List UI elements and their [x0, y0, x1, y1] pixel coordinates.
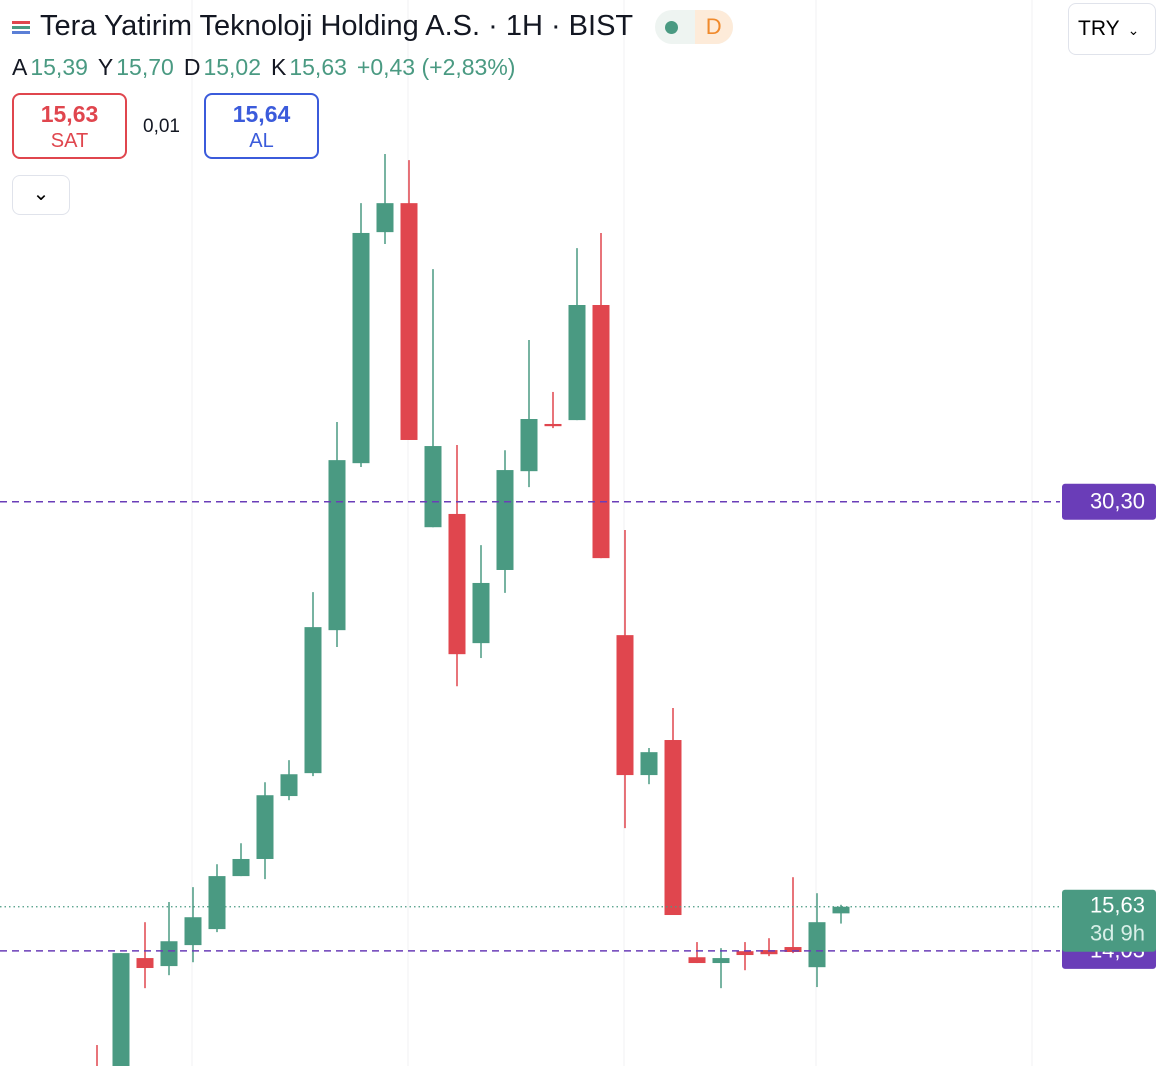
time-grid — [191, 0, 1033, 1066]
candle-body — [400, 203, 418, 440]
collapse-button[interactable]: ⌄ — [12, 175, 70, 215]
candle-body — [520, 419, 538, 472]
candle-body — [424, 446, 442, 528]
symbol-icon — [12, 19, 30, 36]
candle-body — [376, 203, 394, 233]
ohlc-key: K — [271, 54, 287, 80]
candle-body — [448, 513, 466, 655]
candle-body — [736, 951, 754, 956]
last-price-tag — [1062, 889, 1156, 952]
title-row: Tera Yatirim Teknoloji Holding A.S. · 1H… — [12, 10, 733, 45]
price-tag-label: 30,30 — [1090, 489, 1145, 514]
candle-body — [136, 958, 154, 969]
buy-button[interactable]: 15,64 AL — [204, 93, 319, 159]
last-price-label: 15,63 — [1090, 893, 1145, 918]
candle-body — [640, 752, 658, 776]
candle-body — [112, 953, 130, 1066]
candle-body — [688, 957, 706, 964]
title: Tera Yatirim Teknoloji Holding A.S. · 1H… — [40, 10, 633, 42]
candle-body — [808, 922, 826, 968]
candle-body — [664, 740, 682, 916]
ohlc-value: 15,70 — [116, 54, 174, 80]
candle-body — [784, 947, 802, 953]
ohlc-value: 15,02 — [203, 54, 261, 80]
ohlc-key: Y — [97, 54, 114, 80]
currency: TRY — [1078, 17, 1120, 40]
candle-body — [832, 906, 850, 914]
countdown: 3d 9h — [1090, 921, 1145, 946]
candle-body — [352, 232, 370, 464]
price-tag — [1062, 483, 1156, 520]
candle-body — [544, 423, 562, 427]
change: +0,43 (+2,83%) — [356, 54, 516, 80]
ohlc-value: 15,39 — [30, 54, 88, 80]
badge: D — [694, 10, 733, 45]
ohlc-key: D — [183, 54, 201, 80]
candle-body — [304, 627, 322, 774]
candle-body — [568, 305, 586, 421]
sell-button[interactable]: 15,63 SAT — [12, 93, 127, 159]
candle-body — [232, 858, 250, 877]
ohlc-row: A 15,39 Y 15,70 D 15,02 K 15,63 +0,43 (+2,83%) — [12, 54, 515, 81]
candle-body — [760, 950, 778, 955]
candle-body — [328, 460, 346, 631]
sell-label: SAT — [50, 130, 89, 152]
candle-body — [472, 582, 490, 644]
buy-label: AL — [249, 130, 274, 152]
candle-body — [160, 941, 178, 967]
candle-body — [616, 635, 634, 776]
status-badge: D — [654, 10, 733, 45]
candle-body — [712, 958, 730, 964]
sell-price: 15,63 — [40, 101, 99, 127]
candle-body — [280, 774, 298, 797]
ohlc-key: A — [12, 54, 28, 80]
candle-body — [256, 795, 274, 859]
candle-body — [592, 305, 610, 559]
candle-body — [208, 876, 226, 930]
candle-body — [184, 917, 202, 946]
ohlc-value: 15,63 — [289, 54, 347, 80]
candle-body — [496, 470, 514, 570]
buy-price: 15,64 — [232, 101, 291, 127]
spread: 0,01 — [143, 116, 180, 137]
currency-button[interactable]: TRY ⌄ — [1068, 3, 1156, 55]
candles — [96, 154, 850, 1066]
